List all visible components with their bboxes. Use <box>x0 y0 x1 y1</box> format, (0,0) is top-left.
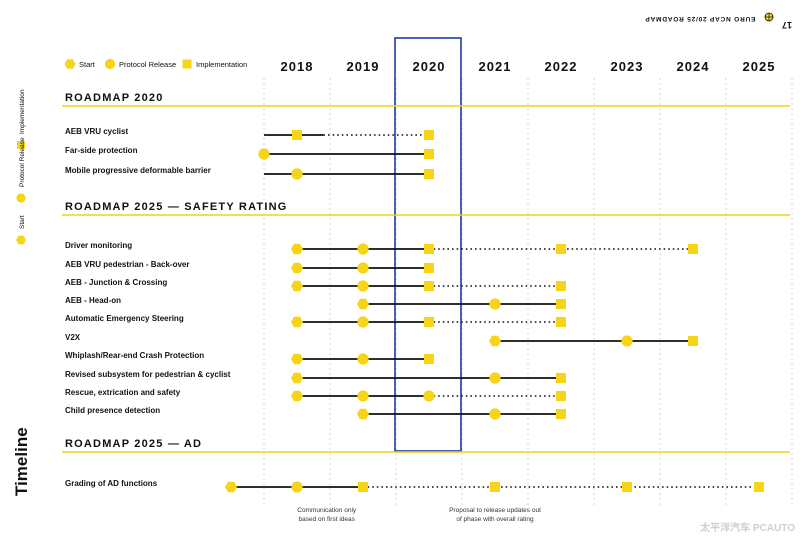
side-title: Timeline <box>12 427 31 496</box>
page-number: 17 <box>782 20 792 30</box>
marker-square <box>424 149 434 159</box>
section-title: ROADMAP 2020 <box>65 92 164 104</box>
section-title: ROADMAP 2025 — SAFETY RATING <box>65 201 287 213</box>
marker-circle <box>357 262 369 274</box>
marker-hexagon <box>489 335 501 347</box>
marker-hexagon <box>291 372 303 384</box>
marker-square <box>358 482 368 492</box>
marker-square <box>688 336 698 346</box>
legend-label: Implementation <box>196 60 247 69</box>
row-label: Far-side protection <box>65 146 138 155</box>
legend-label: Start <box>79 60 96 69</box>
legend-hexagon-icon <box>64 59 76 69</box>
row-label: AEB VRU cyclist <box>65 127 128 136</box>
side-legend-circle-icon <box>16 193 26 203</box>
marker-circle <box>291 168 303 180</box>
row-label: AEB VRU pedestrian - Back-over <box>65 260 189 269</box>
marker-hexagon <box>357 408 369 420</box>
watermark: 太平洋汽车 PCAUTO <box>699 521 795 534</box>
side-legend-label: Start <box>19 215 26 229</box>
marker-square <box>424 281 434 291</box>
marker-square <box>424 169 434 179</box>
year-label: 2020 <box>413 59 446 74</box>
page-header: EURO NCAP 20/25 ROADMAP <box>645 15 756 22</box>
year-label: 2024 <box>677 59 710 74</box>
row-label: Child presence detection <box>65 406 160 415</box>
marker-square <box>424 354 434 364</box>
marker-circle <box>291 481 303 493</box>
marker-hexagon <box>291 316 303 328</box>
marker-square <box>424 263 434 273</box>
marker-hexagon <box>291 262 303 274</box>
marker-square <box>424 130 434 140</box>
side-legend-label: Protocol Release <box>19 137 26 187</box>
marker-circle <box>357 243 369 255</box>
marker-circle <box>423 390 435 402</box>
marker-circle <box>489 298 501 310</box>
marker-square <box>292 130 302 140</box>
marker-circle <box>357 316 369 328</box>
year-label: 2022 <box>545 59 578 74</box>
marker-circle <box>489 408 501 420</box>
row-label: Mobile progressive deformable barrier <box>65 166 211 175</box>
marker-circle <box>357 390 369 402</box>
row-label: Automatic Emergency Steering <box>65 314 184 323</box>
row-label: AEB - Head-on <box>65 296 121 305</box>
marker-hexagon <box>291 353 303 365</box>
year-label: 2021 <box>479 59 512 74</box>
marker-square <box>754 482 764 492</box>
highlight-box <box>394 37 462 452</box>
marker-square <box>556 317 566 327</box>
row-label: Rescue, extrication and safety <box>65 388 181 397</box>
marker-circle <box>357 353 369 365</box>
legend-circle-icon <box>104 58 116 70</box>
marker-circle <box>621 335 633 347</box>
marker-hexagon <box>357 298 369 310</box>
marker-square <box>556 409 566 419</box>
marker-square <box>490 482 500 492</box>
row-label: Revised subsystem for pedestrian & cycli… <box>65 370 231 379</box>
side-legend-label: Implementation <box>19 89 26 134</box>
marker-square <box>556 299 566 309</box>
row-label: Grading of AD functions <box>65 479 158 488</box>
year-label: 2023 <box>611 59 644 74</box>
marker-square <box>622 482 632 492</box>
row-label: V2X <box>65 333 81 342</box>
marker-hexagon <box>291 280 303 292</box>
marker-circle <box>489 372 501 384</box>
marker-circle <box>357 280 369 292</box>
annotation: Communication only based on first ideas <box>297 507 357 523</box>
marker-hexagon <box>291 390 303 402</box>
marker-square <box>556 244 566 254</box>
marker-square <box>556 391 566 401</box>
year-label: 2019 <box>347 59 380 74</box>
marker-square <box>424 317 434 327</box>
marker-square <box>688 244 698 254</box>
year-label: 2018 <box>281 59 314 74</box>
marker-square <box>556 373 566 383</box>
marker-circle <box>258 148 270 160</box>
marker-square <box>556 281 566 291</box>
year-label: 2025 <box>743 59 776 74</box>
row-label: Whiplash/Rear-end Crash Protection <box>65 351 204 360</box>
marker-hexagon <box>225 481 237 493</box>
marker-hexagon <box>291 243 303 255</box>
row-label: Driver monitoring <box>65 241 132 250</box>
annotation: Proposal to release updates out of phase … <box>449 507 541 523</box>
side-legend-hexagon-icon <box>16 235 26 245</box>
side-legend-square-icon <box>17 141 25 149</box>
section-title: ROADMAP 2025 — AD <box>65 438 202 450</box>
marker-square <box>424 244 434 254</box>
row-label: AEB - Junction & Crossing <box>65 278 167 287</box>
legend-square-icon <box>182 59 192 69</box>
legend-label: Protocol Release <box>119 60 176 69</box>
